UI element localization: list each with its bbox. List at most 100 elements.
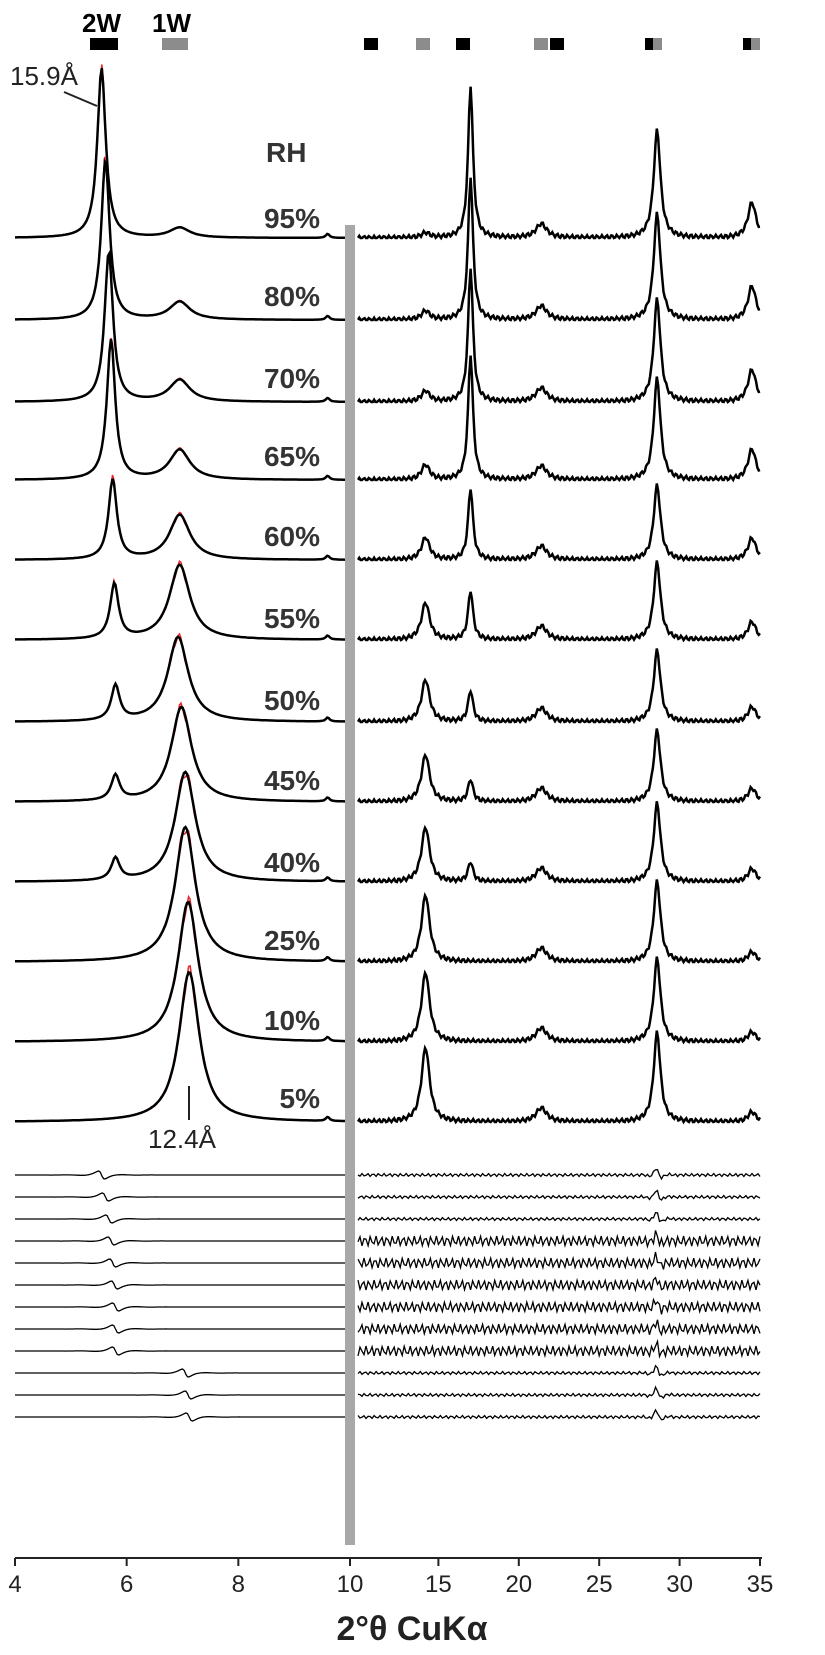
obs-trace-left: [14, 338, 350, 481]
obs-trace-left: [15, 705, 350, 803]
x-axis: 4 6 8 10 15 20 25 30 35: [8, 1557, 774, 1598]
obs-trace-right: [356, 648, 761, 725]
phase-2w-marker: [743, 38, 751, 50]
rh-label-40: 40%: [264, 847, 320, 878]
x-tick-label: 25: [586, 1571, 613, 1598]
trace-rh-50: 50%: [15, 632, 761, 725]
annotation-15-9-leader: [63, 91, 98, 107]
phase-1w-marker: [534, 38, 548, 50]
diff-trace-right: [357, 1276, 761, 1293]
rh-label-70: 70%: [264, 363, 320, 394]
obs-trace-right: [356, 879, 762, 965]
annotation-15-9: 15.9Å: [10, 61, 79, 91]
diff-trace-left: [15, 1170, 350, 1180]
phase-2w-marker: [456, 38, 470, 50]
trace-rh-60: 60%: [15, 474, 761, 563]
obs-trace-left: [15, 825, 350, 963]
trace-rh-45: 45%: [15, 701, 762, 805]
axis-break-divider: [345, 225, 355, 1545]
diffraction-traces: 95% 80% 70% 65% 60% 55% 50% 45% 40% 25% 10% 5%: [14, 64, 762, 1125]
x-tick-label: 8: [232, 1571, 245, 1598]
x-tick-label: 15: [425, 1571, 452, 1598]
diff-trace-right: [357, 1364, 761, 1377]
obs-trace-right: [356, 560, 761, 643]
trace-rh-55: 55%: [15, 559, 761, 643]
obs-trace-right: [356, 177, 761, 323]
trace-rh-70: 70%: [15, 249, 761, 405]
rh-label-5: 5%: [280, 1083, 321, 1114]
x-tick-label: 10: [337, 1571, 364, 1598]
x-axis-title: 2°θ CuKα: [336, 1610, 487, 1648]
diff-trace-left: [15, 1412, 350, 1422]
phase-1w-label: 1W: [152, 8, 191, 38]
obs-trace-left: [15, 635, 350, 723]
obs-trace-left: [14, 970, 350, 1123]
diff-trace-left: [15, 1236, 350, 1246]
phase-1w-marker: [751, 38, 760, 50]
phase-1w-marker: [162, 38, 188, 50]
diff-trace-left: [15, 1280, 350, 1290]
obs-trace-left: [15, 900, 351, 1043]
diff-trace-left: [15, 1390, 350, 1400]
trace-rh-40: 40%: [14, 770, 762, 885]
obs-trace-right: [356, 1030, 762, 1125]
obs-trace-left: [15, 770, 350, 883]
obs-trace-right: [356, 86, 761, 241]
rh-label-60: 60%: [264, 521, 320, 552]
diff-trace-left: [15, 1324, 350, 1334]
obs-trace-left: [15, 478, 350, 561]
obs-trace-left: [15, 563, 350, 641]
obs-trace-right: [356, 483, 761, 563]
x-tick-label: 30: [666, 1571, 693, 1598]
phase-2w-marker: [550, 38, 564, 50]
trace-rh-10: 10%: [15, 894, 762, 1045]
x-tick-label: 4: [8, 1571, 21, 1598]
diff-trace-right: [357, 1319, 761, 1337]
rh-label-65: 65%: [264, 441, 320, 472]
obs-trace-left: [15, 249, 350, 404]
rh-label-55: 55%: [264, 603, 320, 634]
obs-trace-left: [15, 68, 350, 240]
rh-label-80: 80%: [264, 281, 320, 312]
diff-trace-right: [357, 1385, 761, 1400]
diff-trace-left: [15, 1258, 350, 1268]
diff-trace-right: [357, 1408, 761, 1421]
trace-rh-80: 80%: [15, 156, 761, 323]
difference-traces: [15, 1168, 761, 1422]
rh-label-50: 50%: [264, 685, 320, 716]
trace-rh-95: 95%: [14, 64, 761, 241]
diff-trace-left: [15, 1214, 350, 1224]
obs-trace-right: [356, 956, 762, 1045]
rh-label-95: 95%: [264, 203, 320, 234]
trace-rh-65: 65%: [14, 337, 761, 483]
rh-axis-label: RH: [266, 137, 306, 168]
rh-label-45: 45%: [264, 765, 320, 796]
phase-marker-row: 2W 1W: [82, 8, 760, 50]
obs-trace-left: [15, 157, 350, 322]
x-tick-label: 20: [505, 1571, 532, 1598]
trace-rh-5: 5%: [14, 964, 762, 1125]
rh-label-10: 10%: [264, 1005, 320, 1036]
phase-2w-marker: [90, 38, 118, 50]
diff-trace-left: [15, 1302, 350, 1312]
diff-trace-right: [357, 1189, 761, 1201]
diff-trace-right: [357, 1230, 761, 1249]
diff-trace-left: [15, 1346, 350, 1356]
phase-1w-marker: [416, 38, 430, 50]
diff-trace-left: [15, 1192, 350, 1202]
phase-2w-label: 2W: [82, 8, 121, 38]
obs-trace-right: [356, 801, 762, 885]
x-tick-label: 6: [120, 1571, 133, 1598]
diff-trace-right: [357, 1212, 761, 1223]
x-tick-label: 35: [747, 1571, 774, 1598]
trace-rh-25: 25%: [15, 825, 762, 965]
phase-2w-marker: [364, 38, 378, 50]
rh-label-25: 25%: [264, 925, 320, 956]
obs-trace-right: [356, 268, 761, 405]
diff-trace-right: [357, 1297, 761, 1315]
obs-trace-right: [356, 355, 761, 483]
phase-1w-marker: [653, 38, 662, 50]
obs-trace-right: [356, 728, 762, 805]
diff-trace-right: [357, 1338, 761, 1359]
